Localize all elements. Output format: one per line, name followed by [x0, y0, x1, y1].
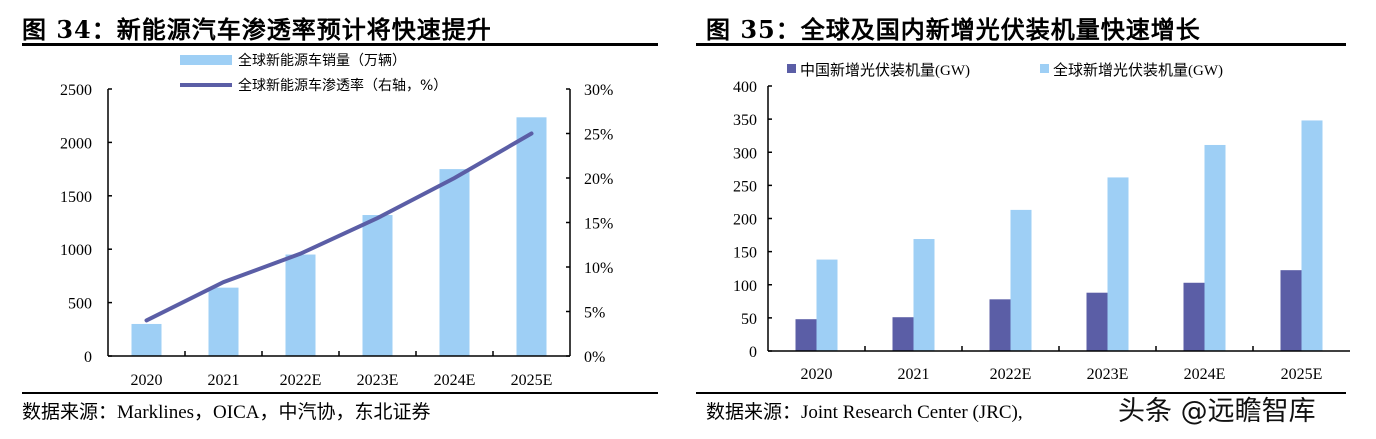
legend-bar-label: 全球新能源车销量（万辆）	[238, 52, 406, 69]
nev-chart: 全球新能源车销量（万辆） 全球新能源车渗透率（右轴，%） 0 500 1000 1500 2…	[60, 52, 613, 389]
y-tick-label: 2500	[60, 82, 92, 99]
figure-34-panel: 图 34：新能源汽车渗透率预计将快速提升 全球新能源车销量（万辆） 全球新能源车渗…	[0, 0, 680, 439]
x-tick-label: 2022E	[280, 372, 322, 389]
bar-nev-sales	[131, 323, 162, 356]
x-tick-label: 2024E	[1184, 366, 1226, 383]
x-tick-label: 2025E	[511, 372, 553, 389]
bar-global-pv	[1010, 209, 1032, 351]
bar-china-pv	[1086, 292, 1108, 351]
y2-tick-label: 30%	[584, 82, 613, 99]
x-tick-label: 2023E	[357, 372, 399, 389]
bar-global-pv	[1204, 144, 1226, 351]
y-tick-label: 0	[84, 349, 92, 366]
figure-35-title: 图 35：全球及国内新增光伏装机量快速增长	[706, 15, 1201, 44]
y-tick-label: 0	[749, 344, 757, 361]
title-divider	[22, 43, 658, 46]
source-divider	[22, 392, 658, 394]
legend-line-label: 全球新能源车渗透率（右轴，%）	[238, 77, 447, 94]
y-tick-label: 300	[733, 145, 757, 162]
bar-global-pv	[1301, 120, 1323, 351]
y-tick-label: 150	[733, 245, 757, 262]
y-tick-label: 400	[733, 79, 757, 96]
pv-chart: 中国新增光伏装机量(GW) 全球新增光伏装机量(GW) 0 50 100 150 200 25…	[733, 61, 1350, 383]
bar-nev-sales	[516, 117, 547, 356]
y-tick-label: 250	[733, 178, 757, 195]
x-tick-label: 2023E	[1087, 366, 1129, 383]
y2-tick-label: 25%	[584, 127, 613, 144]
y-tick-label: 1000	[60, 242, 92, 259]
y2-tick-label: 0%	[584, 349, 605, 366]
bar-global-pv	[1107, 177, 1129, 351]
penetration-line	[144, 131, 534, 323]
watermark: 头条 @远瞻智库	[1118, 396, 1316, 427]
y-tick-label: 1500	[60, 189, 92, 206]
figure-34-source: 数据来源：Marklines，OICA，中汽协，东北证券	[22, 402, 431, 423]
y-tick-label: 350	[733, 112, 757, 129]
x-tick-label: 2025E	[1281, 366, 1323, 383]
x-tick-label: 2021	[208, 372, 240, 389]
figure-35-source: 数据来源：Joint Research Center (JRC),	[706, 402, 1023, 423]
figure-35-panel: 图 35：全球及国内新增光伏装机量快速增长 中国新增光伏装机量(GW) 全球新增光…	[690, 0, 1376, 439]
bar-nev-sales	[285, 254, 316, 356]
y2-tick-label: 15%	[584, 216, 613, 233]
bar-global-pv	[913, 239, 935, 351]
y-tick-label: 500	[68, 296, 92, 313]
source-divider	[696, 392, 1346, 394]
title-divider	[696, 43, 1346, 46]
y2-tick-label: 5%	[584, 305, 605, 322]
y-tick-label: 100	[733, 278, 757, 295]
bar-china-pv	[892, 317, 914, 351]
y-tick-label: 200	[733, 212, 757, 229]
y-tick-label: 50	[741, 311, 757, 328]
bar-china-pv	[795, 319, 817, 351]
x-tick-label: 2024E	[434, 372, 476, 389]
bar-nev-sales	[208, 287, 239, 356]
bar-nev-sales	[362, 215, 393, 356]
bar-nev-sales	[439, 169, 470, 356]
x-tick-label: 2020	[131, 372, 163, 389]
y2-tick-label: 10%	[584, 260, 613, 277]
x-tick-label: 2020	[801, 366, 833, 383]
bar-china-pv	[1280, 270, 1302, 351]
legend-bar-swatch	[180, 55, 232, 65]
bar-china-pv	[1183, 282, 1205, 351]
y2-tick-label: 20%	[584, 171, 613, 188]
bar-china-pv	[989, 299, 1011, 351]
x-tick-label: 2021	[898, 366, 930, 383]
y-tick-label: 2000	[60, 135, 92, 152]
legend-china-label: 中国新增光伏装机量(GW)	[800, 62, 970, 79]
figure-34-title: 图 34：新能源汽车渗透率预计将快速提升	[22, 15, 492, 44]
legend-global-swatch	[1040, 64, 1049, 73]
x-tick-label: 2022E	[990, 366, 1032, 383]
legend-china-swatch	[787, 64, 796, 73]
legend-global-label: 全球新增光伏装机量(GW)	[1053, 61, 1223, 79]
bar-global-pv	[816, 259, 838, 351]
